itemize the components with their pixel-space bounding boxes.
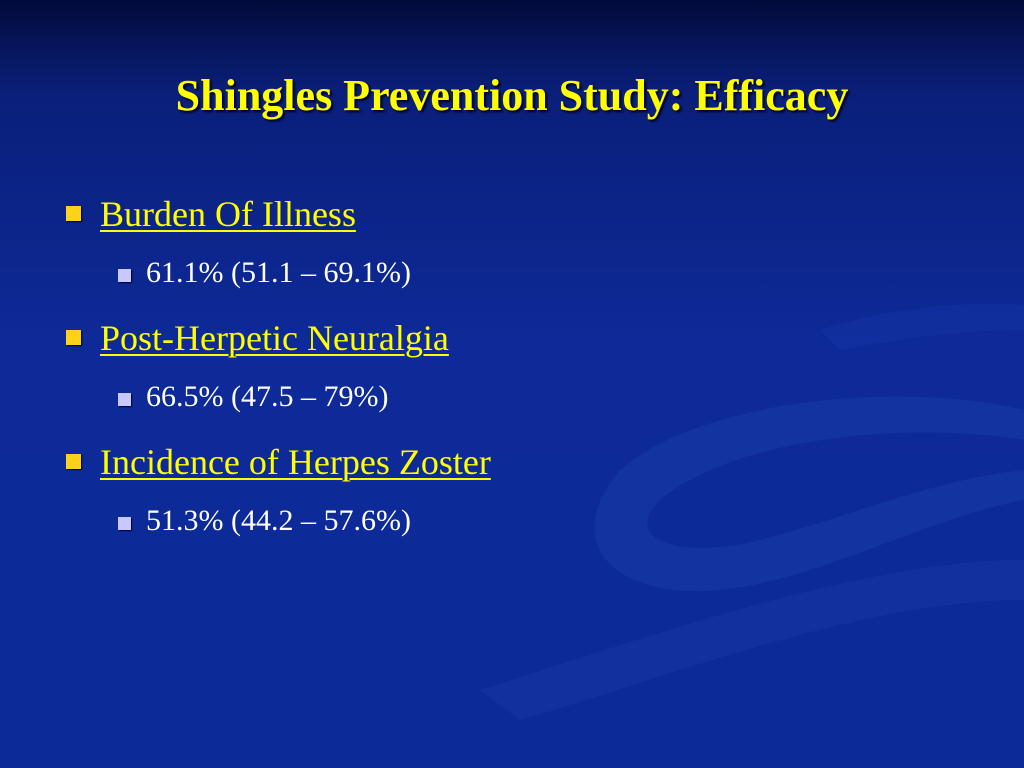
bullet-post-herpetic-neuralgia[interactable]: Post-Herpetic Neuralgia [62, 316, 962, 360]
slide-title: Shingles Prevention Study: Efficacy [175, 71, 849, 120]
bullet-heading: Incidence of Herpes Zoster [100, 442, 491, 482]
bullet-detail: 51.3% (44.2 – 57.6%) [146, 504, 411, 537]
square-bullet-icon [118, 269, 131, 282]
square-bullet-icon [118, 393, 131, 406]
bullet-burden-of-illness[interactable]: Burden Of Illness [62, 192, 962, 236]
square-bullet-icon [118, 517, 131, 530]
bullet-heading: Post-Herpetic Neuralgia [100, 318, 449, 358]
square-bullet-icon [66, 206, 81, 221]
bullet-heading: Burden Of Illness [100, 194, 356, 234]
bullet-detail: 61.1% (51.1 – 69.1%) [146, 256, 411, 289]
bullet-incidence-of-herpes-zoster[interactable]: Incidence of Herpes Zoster [62, 440, 962, 484]
sub-bullet-incidence-of-herpes-zoster: 51.3% (44.2 – 57.6%) [62, 502, 962, 540]
bullet-detail: 66.5% (47.5 – 79%) [146, 380, 389, 413]
sub-bullet-post-herpetic-neuralgia: 66.5% (47.5 – 79%) [62, 378, 962, 416]
square-bullet-icon [66, 454, 81, 469]
square-bullet-icon [66, 330, 81, 345]
sub-bullet-burden-of-illness: 61.1% (51.1 – 69.1%) [62, 254, 962, 292]
bullet-list: Burden Of Illness 61.1% (51.1 – 69.1%) P… [62, 192, 962, 564]
